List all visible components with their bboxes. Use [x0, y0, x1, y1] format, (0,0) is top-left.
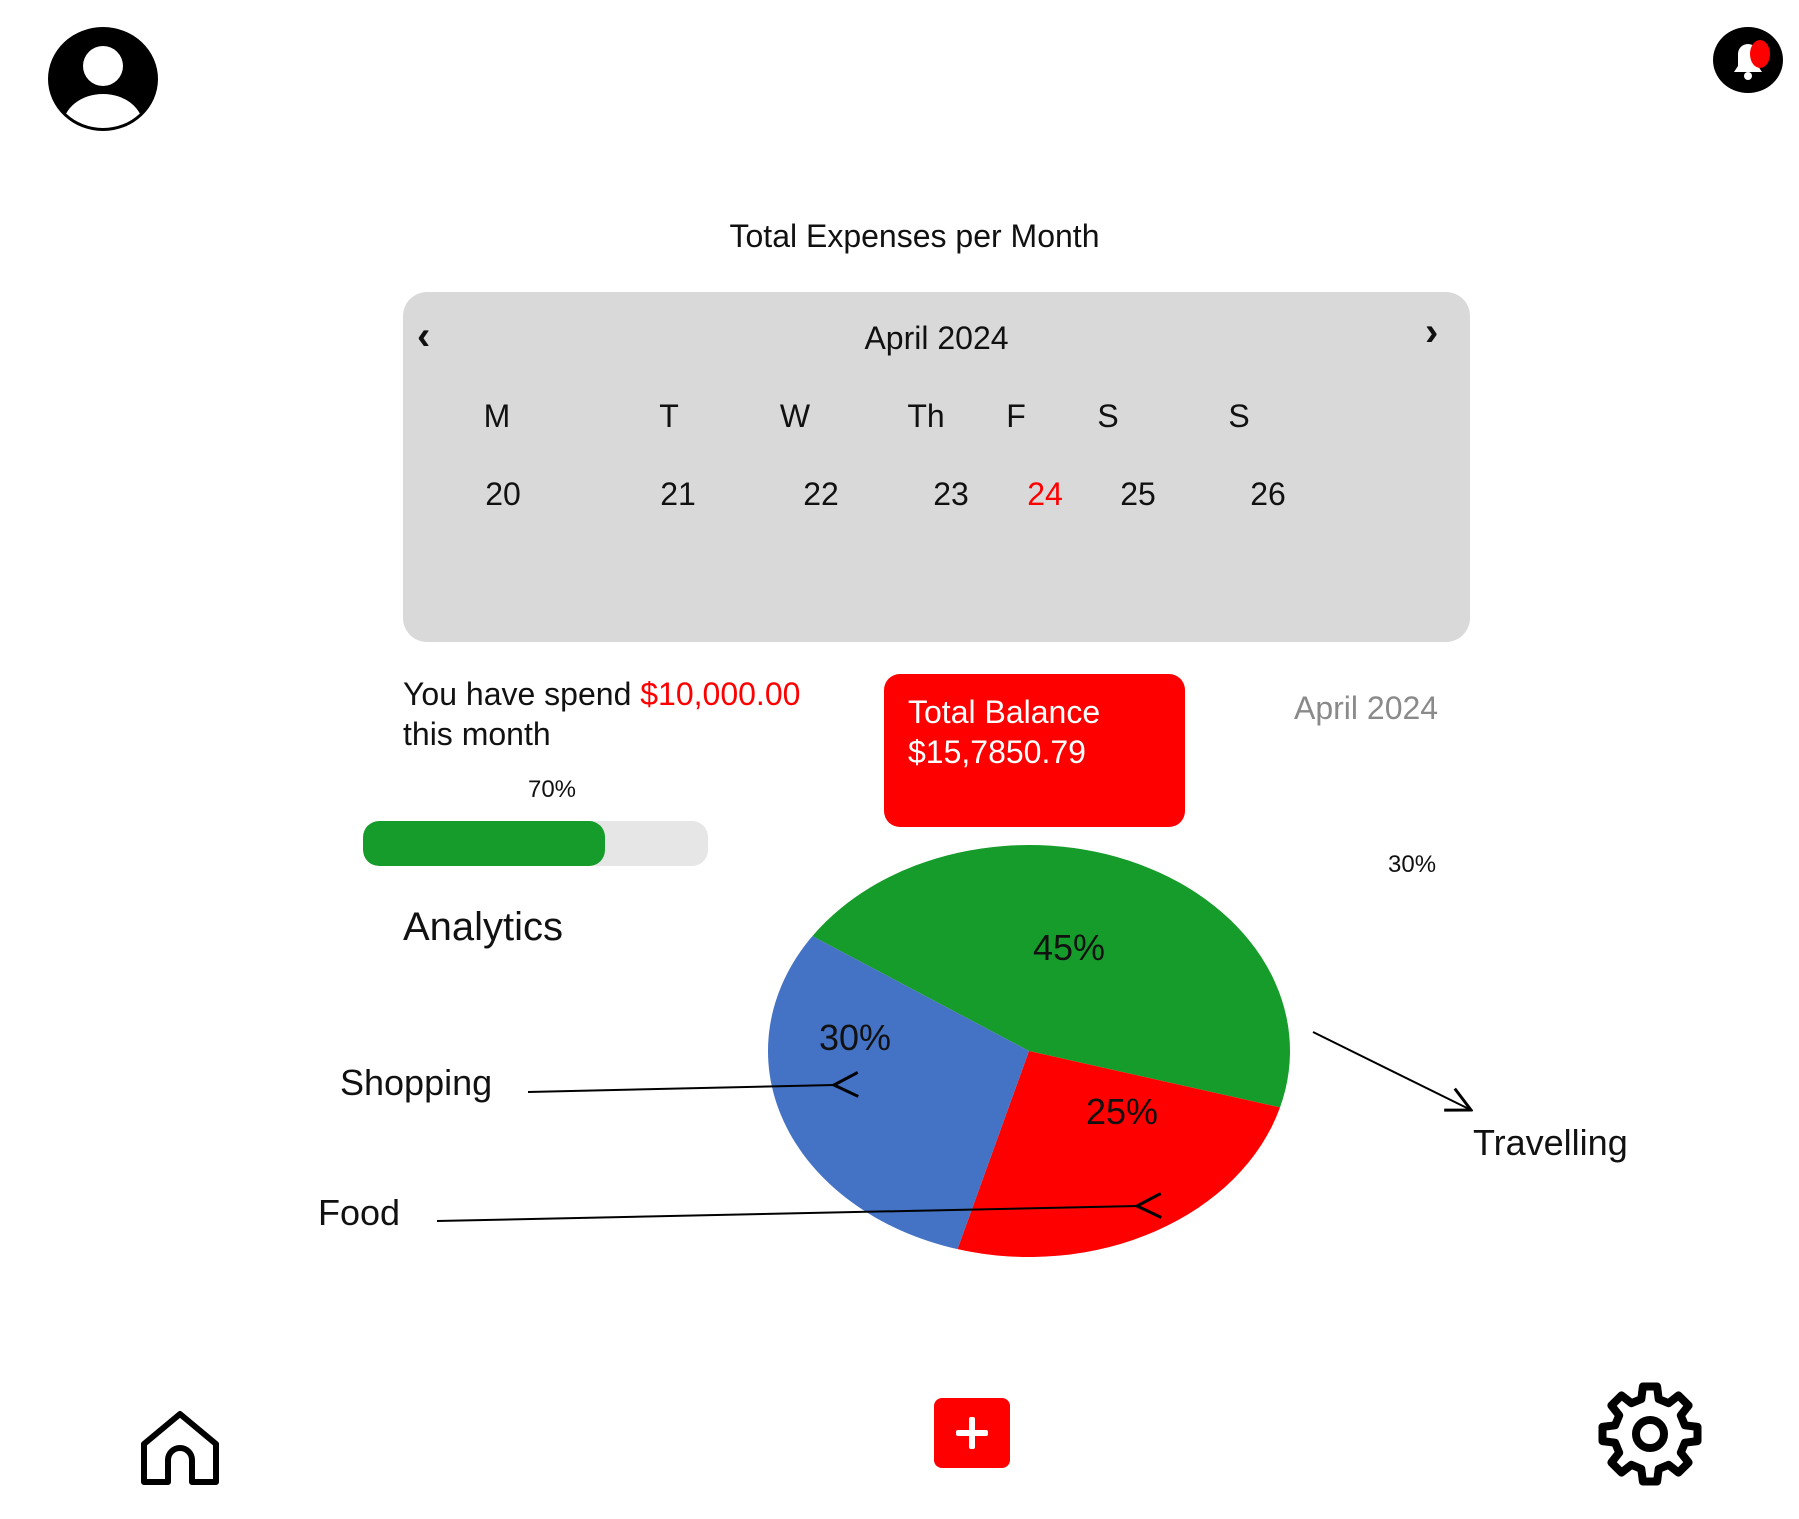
pie-label-shopping: 30%: [819, 1017, 891, 1058]
weekday-label: T: [659, 398, 679, 434]
calendar-date[interactable]: 20: [485, 476, 521, 512]
plus-icon: [956, 1417, 988, 1449]
spending-progress-bar: [363, 821, 708, 866]
calendar-date[interactable]: 22: [803, 476, 839, 512]
legend-shopping: Shopping: [340, 1062, 493, 1103]
weekday-label: S: [1228, 398, 1250, 434]
chevron-left-icon[interactable]: ‹: [417, 314, 431, 358]
expense-pie-chart: 45% 25% 30%: [767, 845, 1290, 1257]
pie-label-food: 25%: [1086, 1091, 1158, 1132]
calendar-date[interactable]: 26: [1250, 476, 1286, 512]
user-avatar-icon: [48, 27, 158, 131]
week-calendar: ‹ April 2024 › M T W Th F S S 20 21 22 2…: [403, 292, 1470, 642]
page-title: Total Expenses per Month: [729, 218, 1100, 254]
chevron-right-icon[interactable]: ›: [1425, 310, 1439, 354]
calendar-date[interactable]: 23: [933, 476, 969, 512]
spending-amount: $10,000.00: [640, 676, 801, 712]
analytics-heading: Analytics: [403, 905, 564, 949]
food-callout-line: [436, 1206, 1137, 1222]
home-button[interactable]: [140, 1410, 220, 1486]
calendar-date[interactable]: 25: [1120, 476, 1156, 512]
progress-label: 70%: [527, 776, 577, 803]
gear-icon: [1598, 1382, 1702, 1486]
avatar-button[interactable]: [46, 26, 160, 132]
total-balance-card[interactable]: Total Balance $15,7850.79: [884, 674, 1185, 827]
calendar-date[interactable]: 24: [1027, 476, 1063, 512]
percentage-label: 30%: [1388, 851, 1437, 878]
spending-summary: You have spend $10,000.00 this month: [403, 674, 863, 754]
pie-label-travelling: 45%: [1033, 927, 1105, 968]
shopping-callout-line: [527, 1085, 834, 1092]
add-expense-button[interactable]: [934, 1398, 1010, 1468]
weekday-label: S: [1097, 398, 1119, 434]
weekday-label: M: [483, 398, 511, 434]
notifications-button[interactable]: [1712, 26, 1784, 94]
pie-slice-travelling: [812, 845, 1290, 1108]
legend-food: Food: [318, 1192, 401, 1233]
weekday-label: F: [1006, 398, 1026, 434]
pie-slice-food: [957, 1051, 1281, 1257]
bell-alert-icon: [1713, 27, 1783, 93]
weekday-label: Th: [907, 398, 945, 434]
pie-slice-shopping: [767, 936, 1029, 1250]
balance-label: Total Balance: [908, 694, 1101, 730]
calendar-month-label: April 2024: [864, 320, 1009, 356]
spending-prefix: You have spend: [403, 676, 632, 712]
spending-progress-fill: [363, 821, 605, 866]
home-icon: [141, 1411, 219, 1485]
balance-month: April 2024: [1294, 690, 1439, 726]
settings-button[interactable]: [1596, 1376, 1704, 1492]
travelling-callout-line: [1312, 1031, 1471, 1110]
weekday-label: W: [779, 398, 811, 434]
spending-suffix: this month: [403, 716, 551, 752]
legend-travelling: Travelling: [1473, 1122, 1628, 1163]
balance-amount: $15,7850.79: [908, 734, 1086, 770]
calendar-date[interactable]: 21: [660, 476, 696, 512]
